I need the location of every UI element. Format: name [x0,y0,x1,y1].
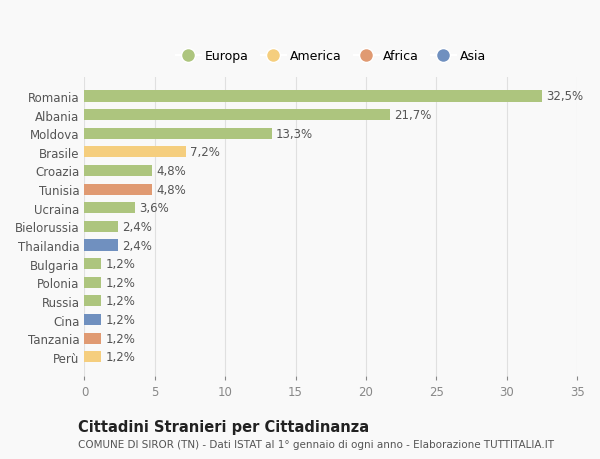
Text: 2,4%: 2,4% [122,239,152,252]
Bar [85,296,101,307]
Text: 32,5%: 32,5% [546,90,583,103]
Bar [85,221,118,232]
Bar [85,184,152,195]
Text: Cittadini Stranieri per Cittadinanza: Cittadini Stranieri per Cittadinanza [78,420,369,435]
Bar [85,91,542,102]
Text: 4,8%: 4,8% [156,165,186,178]
Text: 2,4%: 2,4% [122,220,152,233]
Bar [85,277,101,288]
Text: 7,2%: 7,2% [190,146,220,159]
Text: 1,2%: 1,2% [106,351,136,364]
Text: 1,2%: 1,2% [106,295,136,308]
Text: COMUNE DI SIROR (TN) - Dati ISTAT al 1° gennaio di ogni anno - Elaborazione TUTT: COMUNE DI SIROR (TN) - Dati ISTAT al 1° … [78,440,554,449]
Bar [85,129,272,140]
Text: 1,2%: 1,2% [106,257,136,270]
Bar [85,352,101,363]
Text: 21,7%: 21,7% [394,109,431,122]
Text: 3,6%: 3,6% [139,202,169,215]
Bar [85,258,101,269]
Text: 1,2%: 1,2% [106,332,136,345]
Bar [85,240,118,251]
Text: 4,8%: 4,8% [156,183,186,196]
Text: 13,3%: 13,3% [276,128,313,140]
Text: 1,2%: 1,2% [106,276,136,289]
Bar [85,166,152,177]
Bar [85,110,390,121]
Text: 1,2%: 1,2% [106,313,136,326]
Legend: Europa, America, Africa, Asia: Europa, America, Africa, Asia [170,45,491,68]
Bar [85,203,135,214]
Bar [85,333,101,344]
Bar [85,314,101,325]
Bar [85,147,186,158]
